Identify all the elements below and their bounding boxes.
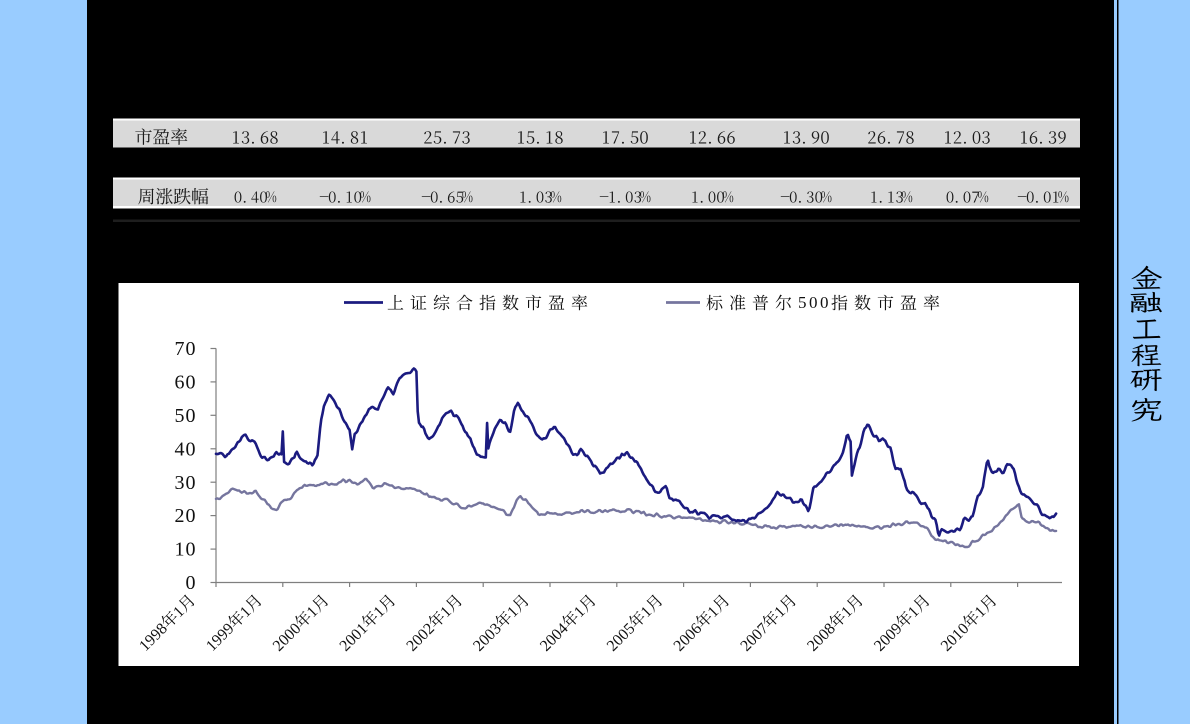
svg-text:20: 20 [175, 505, 197, 527]
svg-text:10: 10 [175, 539, 197, 561]
svg-text:50: 50 [175, 405, 197, 427]
svg-text:0: 0 [186, 572, 197, 594]
svg-text:30: 30 [175, 472, 197, 494]
svg-text:500: 500 [798, 293, 831, 312]
svg-text:40: 40 [175, 438, 197, 460]
svg-text:60: 60 [175, 372, 197, 394]
svg-text:70: 70 [175, 338, 197, 360]
